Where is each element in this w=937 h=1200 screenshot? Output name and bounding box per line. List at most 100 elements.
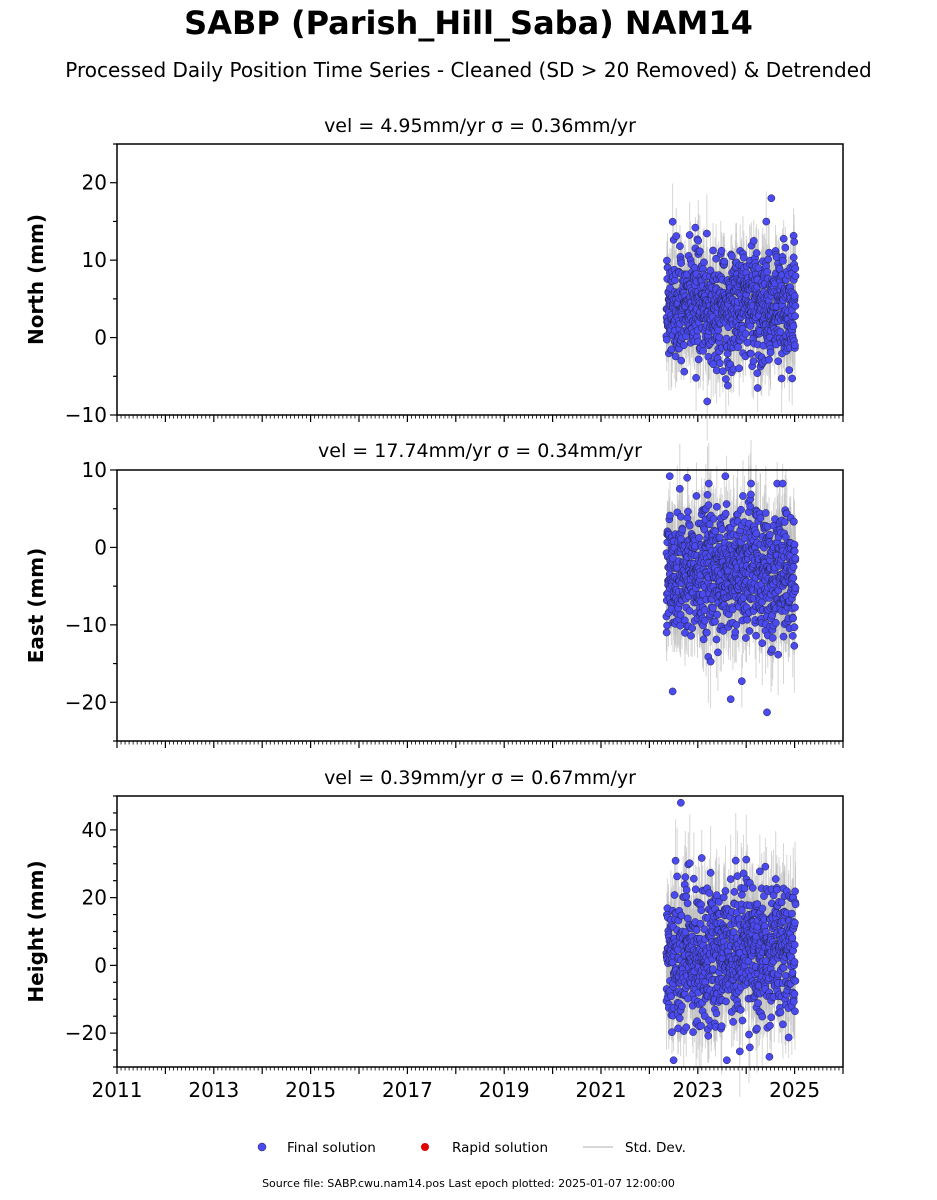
final-solution-point [677, 259, 685, 267]
final-solution-point [765, 530, 774, 539]
final-solution-point [788, 632, 797, 640]
final-solution-point [677, 535, 685, 543]
final-solution-point [683, 473, 692, 482]
final-solution-point [692, 492, 701, 500]
y-tick-label: 0 [94, 326, 107, 350]
final-solution-point [703, 490, 712, 499]
final-solution-point [685, 231, 694, 239]
final-solution-point [685, 607, 694, 615]
final-solution-point [790, 547, 799, 555]
final-solution-point [721, 509, 730, 518]
final-solution-point [737, 505, 745, 514]
final-solution-point [763, 708, 771, 717]
final-solution-point [741, 634, 750, 642]
final-solution-point [695, 533, 703, 542]
final-solution-point [680, 341, 688, 350]
final-solution-point [737, 677, 746, 686]
final-solution-point [741, 329, 750, 338]
final-solution-point [789, 322, 798, 331]
final-solution-point [728, 252, 736, 261]
final-solution-point [714, 648, 722, 657]
final-solution-point [668, 687, 677, 696]
final-solution-point [788, 374, 797, 383]
final-solution-point [734, 343, 742, 352]
final-solution-point [747, 349, 755, 358]
final-solution-point [758, 639, 767, 648]
final-solution-point [680, 367, 689, 376]
final-solution-point [699, 635, 708, 644]
final-solution-point [673, 872, 681, 881]
final-solution-point [722, 500, 731, 508]
final-solution-point [765, 355, 773, 364]
data-points [662, 194, 800, 406]
final-solution-point [765, 248, 773, 257]
final-solution-point [675, 484, 684, 493]
final-solution-point [662, 628, 671, 637]
y-tick-label: 10 [82, 248, 107, 272]
final-solution-point [762, 217, 771, 226]
final-solution-point [749, 237, 758, 245]
final-solution-point [688, 624, 697, 633]
final-solution-point [665, 472, 674, 481]
final-solution-point [791, 302, 800, 310]
y-tick-label: 10 [82, 458, 107, 482]
final-solution-point [722, 375, 730, 383]
final-solution-point [739, 253, 748, 262]
final-solution-point [694, 236, 703, 245]
final-solution-point [677, 512, 685, 521]
final-solution-point [702, 229, 711, 238]
y-axis-label: Height (mm) [24, 860, 48, 1002]
final-solution-point [677, 356, 686, 365]
final-solution-point [694, 355, 703, 364]
final-solution-point [789, 614, 797, 623]
final-solution-point [767, 194, 776, 203]
final-solution-point [691, 223, 700, 232]
final-solution-point [790, 642, 799, 650]
final-solution-point [700, 258, 708, 267]
final-solution-point [752, 529, 761, 538]
final-solution-point [703, 628, 711, 637]
final-solution-point [785, 366, 794, 374]
final-solution-point [687, 631, 695, 640]
final-solution-point [739, 492, 747, 500]
final-solution-point [790, 292, 799, 300]
final-solution-point [712, 635, 721, 644]
final-solution-point [720, 257, 729, 266]
y-axis-label: North (mm) [24, 214, 48, 345]
final-solution-point [726, 695, 735, 704]
panel-title: vel = 17.74mm/yr σ = 0.34mm/yr [318, 440, 642, 462]
final-solution-point [791, 272, 800, 280]
final-solution-point [774, 357, 783, 366]
figure-title: SABP (Parish_Hill_Saba) NAM14 [184, 4, 753, 42]
final-solution-point [740, 534, 749, 543]
y-tick-label: 0 [94, 535, 107, 559]
final-solution-point [776, 327, 785, 336]
final-solution-point [779, 257, 787, 265]
final-solution-point [662, 335, 671, 344]
final-solution-point [704, 501, 713, 509]
final-solution-point [732, 621, 741, 629]
final-solution-point [712, 254, 720, 263]
final-solution-point [768, 634, 777, 642]
final-solution-point [735, 364, 744, 373]
final-solution-point [728, 605, 737, 614]
final-solution-point [712, 502, 721, 511]
final-solution-point [684, 507, 692, 516]
final-solution-point [668, 217, 677, 226]
final-solution-point [790, 540, 799, 549]
final-solution-point [663, 256, 671, 265]
final-solution-point [763, 268, 772, 276]
final-solution-point [789, 574, 798, 582]
final-solution-point [752, 249, 761, 257]
final-solution-point [723, 381, 732, 390]
panel-title: vel = 0.39mm/yr σ = 0.67mm/yr [324, 767, 636, 789]
final-solution-point [791, 312, 799, 321]
final-solution-point [753, 369, 762, 378]
final-solution-point [791, 554, 800, 563]
final-solution-point [772, 619, 780, 627]
y-axis-label: East (mm) [24, 548, 48, 664]
panel-height: vel = 0.39mm/yr σ = 0.67mm/yr Height (mm)… [24, 767, 844, 1102]
